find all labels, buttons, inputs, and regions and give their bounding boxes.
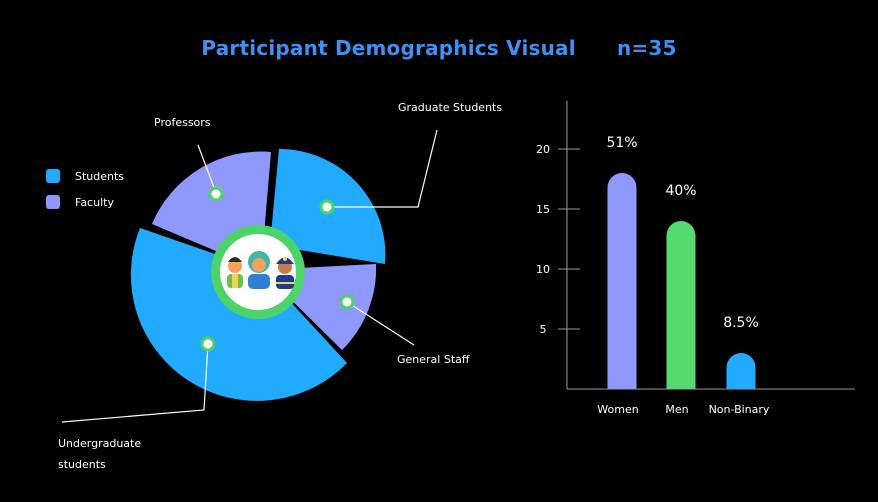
pie-markers: [200, 186, 355, 352]
bar-chart: 5 10 15 20 51% 40% 8.5% Women Men Non-Binary: [536, 101, 855, 416]
y-tick-label: 5: [540, 323, 547, 336]
marker-dot-professors: [208, 186, 224, 202]
category-labels: Women Men Non-Binary: [597, 403, 770, 416]
bar-data-label: 51%: [606, 135, 637, 151]
bar-non-binary: [726, 353, 756, 389]
people-group-icon: [211, 225, 305, 319]
marker-dot-graduate: [319, 199, 335, 215]
y-tick-label: 20: [536, 143, 550, 156]
legend: Students Faculty: [46, 163, 124, 215]
y-tick-label: 15: [536, 203, 550, 216]
legend-item-students: Students: [46, 163, 124, 189]
y-tick-label: 10: [536, 263, 550, 276]
leader-line-professors: [197, 144, 217, 194]
title-text: Participant Demographics Visual: [201, 36, 576, 60]
bar-data-label: 8.5%: [723, 315, 759, 331]
category-label: Non-Binary: [709, 403, 770, 416]
label-general-staff: General Staff: [397, 353, 470, 366]
bar-data-labels: 51% 40% 8.5%: [606, 135, 758, 331]
bars: [607, 173, 756, 389]
leader-line-staff: [346, 301, 415, 346]
legend-swatch-students: [46, 169, 60, 183]
marker-dot-undergraduate: [200, 336, 216, 352]
label-graduate-students: Graduate Students: [398, 101, 503, 114]
legend-item-faculty: Faculty: [46, 189, 124, 215]
legend-label-faculty: Faculty: [75, 195, 114, 209]
label-undergraduate-line2: students: [58, 458, 106, 471]
label-professors: Professors: [154, 116, 211, 129]
legend-swatch-faculty: [46, 195, 60, 209]
bar-men: [666, 221, 696, 389]
category-label: Men: [665, 403, 688, 416]
y-ticks: 5 10 15 20: [536, 143, 580, 336]
legend-label-students: Students: [75, 169, 125, 183]
bar-data-label: 40%: [665, 183, 696, 199]
chart-title: Participant Demographics Visual n=35: [0, 36, 878, 60]
sample-size-label: n=35: [616, 36, 677, 60]
leader-line-undergraduate: [61, 343, 209, 423]
category-label: Women: [597, 403, 638, 416]
bar-women: [607, 173, 637, 389]
pie-leader-lines: [61, 129, 438, 423]
leader-line-graduate: [327, 129, 438, 208]
marker-dot-staff: [339, 294, 355, 310]
label-undergraduate-line1: Undergraduate: [58, 437, 142, 450]
